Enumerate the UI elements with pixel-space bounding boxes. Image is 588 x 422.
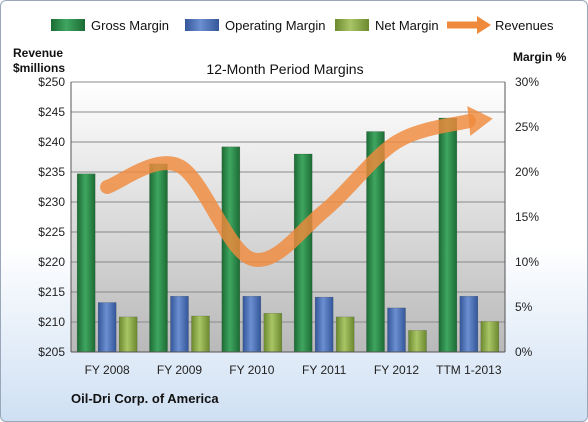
category-label: FY 2009 xyxy=(157,363,202,377)
bar-net-margin xyxy=(191,315,210,353)
legend-swatch-operating-margin xyxy=(185,19,219,31)
bar-gross-margin xyxy=(76,173,96,353)
left-tick-label: $235 xyxy=(38,165,65,179)
legend: Gross Margin Operating Margin Net Margin… xyxy=(51,16,554,34)
right-tick-label: 30% xyxy=(515,75,539,89)
legend-arrowhead-revenues xyxy=(477,16,491,34)
bar-gross-margin xyxy=(293,153,313,353)
bar-operating-margin xyxy=(97,302,117,353)
left-axis-title-line2: $millions xyxy=(13,61,65,75)
right-tick-label: 25% xyxy=(515,120,539,134)
left-tick-label: $230 xyxy=(38,195,65,209)
left-tick-label: $245 xyxy=(38,105,65,119)
bar-operating-margin xyxy=(387,307,406,353)
left-axis-title-line1: Revenue xyxy=(13,46,63,60)
category-label: FY 2010 xyxy=(229,363,274,377)
right-tick-label: 20% xyxy=(515,165,539,179)
legend-swatch-gross-margin xyxy=(51,19,85,31)
bar-operating-margin xyxy=(314,296,334,353)
bar-net-margin xyxy=(118,316,138,353)
legend-swatch-net-margin xyxy=(335,19,369,31)
bars-group xyxy=(76,117,500,353)
bar-net-margin xyxy=(263,313,283,353)
left-tick-label: $225 xyxy=(38,225,65,239)
bar-operating-margin xyxy=(170,295,189,353)
right-tick-label: 10% xyxy=(515,255,539,269)
legend-label-operating-margin: Operating Margin xyxy=(225,18,325,33)
category-label: FY 2012 xyxy=(374,363,419,377)
legend-label-revenues: Revenues xyxy=(495,18,554,33)
bar-net-margin xyxy=(408,330,427,353)
left-tick-label: $220 xyxy=(38,255,65,269)
right-tick-label: 15% xyxy=(515,210,539,224)
category-label: FY 2008 xyxy=(85,363,130,377)
left-tick-label: $250 xyxy=(38,75,65,89)
legend-label-gross-margin: Gross Margin xyxy=(91,18,169,33)
left-tick-label: $240 xyxy=(38,135,65,149)
revenue-line xyxy=(100,114,476,267)
category-label: FY 2011 xyxy=(302,363,347,377)
bar-operating-margin xyxy=(242,295,262,353)
company-name: Oil-Dri Corp. of America xyxy=(71,391,219,406)
legend-label-net-margin: Net Margin xyxy=(375,18,439,33)
right-axis-title: Margin % xyxy=(513,50,567,64)
left-tick-label: $210 xyxy=(38,315,65,329)
right-tick-label: 5% xyxy=(515,300,533,314)
right-tick-label: 0% xyxy=(515,345,533,359)
revenue-line-group xyxy=(100,106,493,267)
bar-net-margin xyxy=(480,321,500,353)
axes-group: $205 $210 $215 $220 $225 $230 $235 $240 $245 $250… xyxy=(38,75,539,377)
bar-operating-margin xyxy=(459,295,479,353)
bar-net-margin xyxy=(335,316,355,353)
left-tick-label: $215 xyxy=(38,285,65,299)
left-tick-label: $205 xyxy=(38,345,65,359)
bar-gross-margin xyxy=(438,117,458,353)
bar-gross-margin xyxy=(149,163,168,353)
revenue-arrowhead xyxy=(467,106,493,136)
gridlines xyxy=(71,81,505,353)
chart-title: 12-Month Period Margins xyxy=(206,61,363,77)
category-label: TTM 1-2013 xyxy=(436,363,502,377)
